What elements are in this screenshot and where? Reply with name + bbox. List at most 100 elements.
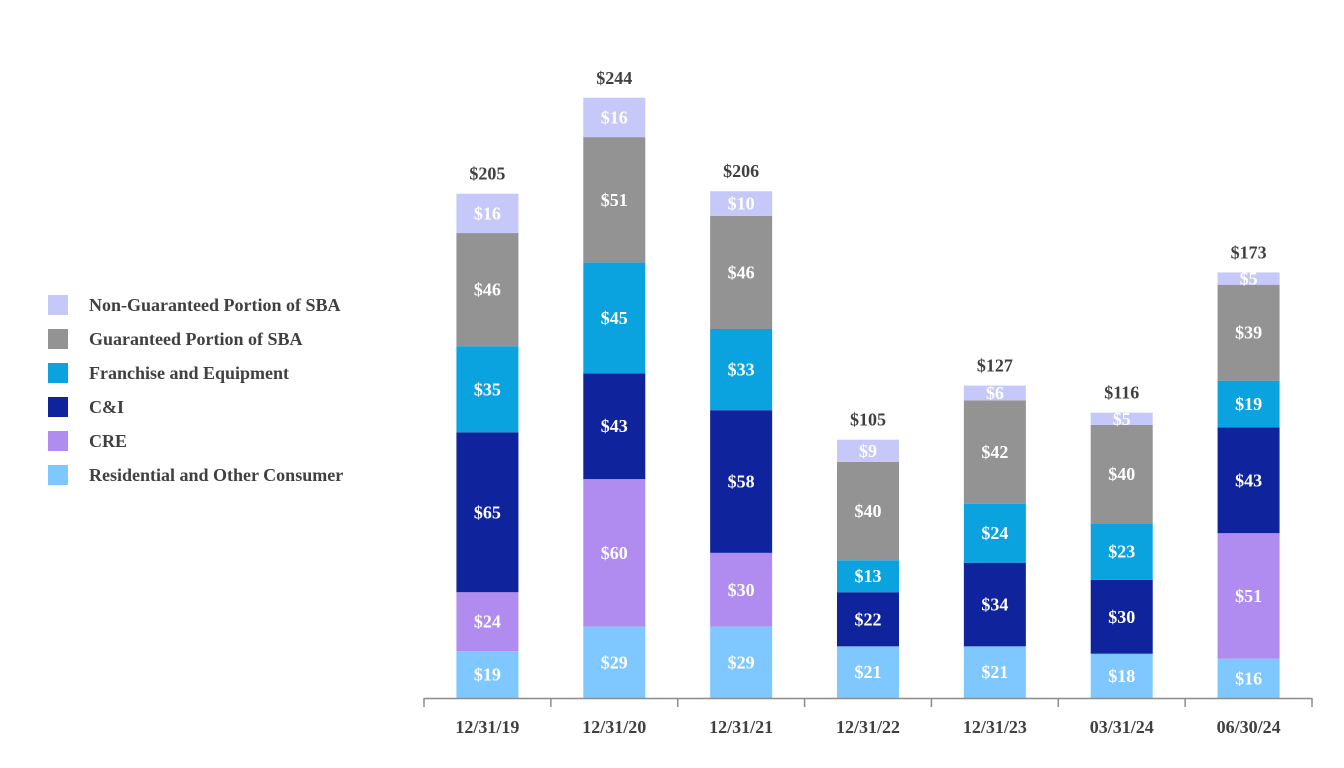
bar-segment-franchise-and-equipment — [456, 346, 519, 433]
bar-segment-guaranteed-portion-of-sba — [1217, 284, 1280, 381]
x-tick-label: 12/31/22 — [836, 717, 900, 737]
data-label: $19 — [474, 665, 501, 685]
bar-segment-candi — [1217, 427, 1280, 534]
data-label: $35 — [474, 379, 501, 399]
x-tick-label: 03/31/24 — [1090, 717, 1154, 737]
data-label: $16 — [474, 203, 501, 223]
legend-swatch — [48, 329, 68, 349]
legend-label: C&I — [89, 396, 124, 417]
data-label: $18 — [1108, 666, 1135, 686]
data-label: $22 — [855, 609, 882, 629]
legend-item-non-guaranteed-portion-of-sba: Non-Guaranteed Portion of SBA — [48, 288, 343, 322]
data-label: $10 — [728, 194, 755, 214]
legend-swatch — [48, 397, 68, 417]
bar-06-30-24: $16 $51 $43 $19 $39 $5 $173 — [1217, 242, 1280, 698]
legend-label: Guaranteed Portion of SBA — [89, 328, 303, 349]
bar-segment-residential-and-other-consumer — [837, 646, 899, 698]
data-label: $46 — [728, 262, 755, 282]
x-tick-label: 12/31/21 — [709, 717, 773, 737]
data-label: $5 — [1240, 269, 1258, 289]
bar-segment-candi — [583, 373, 646, 480]
data-label: $13 — [855, 566, 882, 586]
total-label: $205 — [469, 164, 505, 184]
bars-group: $19$24$65$35$46$16$205$29$60$43$45$51$16… — [456, 68, 1280, 698]
data-label: $40 — [855, 501, 882, 521]
bar-segment-non-guaranteed-portion-of-sba — [710, 191, 773, 216]
bar-segment-franchise-and-equipment — [837, 560, 899, 593]
data-label: $34 — [981, 595, 1008, 615]
bar-segment-guaranteed-portion-of-sba — [1090, 424, 1153, 524]
data-label: $9 — [859, 441, 877, 461]
data-label: $40 — [1108, 464, 1135, 484]
data-label: $51 — [1235, 586, 1262, 606]
data-label: $65 — [474, 502, 501, 522]
legend-swatch — [48, 431, 68, 451]
bar-segment-non-guaranteed-portion-of-sba — [963, 385, 1026, 401]
bar-segment-cre — [1217, 533, 1280, 659]
data-label: $21 — [855, 662, 882, 682]
data-label: $30 — [728, 580, 755, 600]
data-label: $39 — [1235, 323, 1262, 343]
bar-segment-residential-and-other-consumer — [710, 626, 773, 698]
bar-segment-candi — [710, 410, 773, 553]
bar-segment-guaranteed-portion-of-sba — [963, 400, 1026, 504]
bar-12-31-21: $29 $30 $58 $33 $46 $10 $206 — [710, 161, 773, 698]
legend-item-candi: C&I — [48, 390, 343, 424]
bar-12-31-20: $29 $60 $43 $45 $51 $16 $244 — [583, 68, 646, 698]
bar-segment-candi — [963, 562, 1026, 647]
bar-12-31-19: $19 $24 $65 $35 $46 $16 $205 — [456, 164, 519, 698]
data-label: $21 — [981, 662, 1008, 682]
data-label: $5 — [1113, 409, 1131, 429]
legend-label: Residential and Other Consumer — [89, 464, 344, 485]
bar-segment-franchise-and-equipment — [963, 503, 1026, 563]
bar-segment-franchise-and-equipment — [583, 262, 646, 374]
data-label: $16 — [1235, 668, 1262, 688]
total-label: $127 — [977, 356, 1013, 376]
bar-segment-residential-and-other-consumer — [1217, 658, 1280, 698]
data-label: $58 — [728, 472, 755, 492]
bar-segment-non-guaranteed-portion-of-sba — [837, 439, 899, 462]
bar-12-31-23: $21 $34 $24 $42 $6 $127 — [963, 356, 1026, 698]
bar-segment-guaranteed-portion-of-sba — [710, 215, 773, 329]
bar-segment-cre — [710, 552, 773, 627]
total-label: $116 — [1104, 383, 1139, 403]
data-label: $42 — [981, 442, 1008, 462]
bar-segment-residential-and-other-consumer — [963, 646, 1026, 698]
data-label: $24 — [981, 523, 1008, 543]
x-tick-label: 12/31/23 — [963, 717, 1027, 737]
chart-legend: Non-Guaranteed Portion of SBA Guaranteed … — [48, 288, 343, 492]
bar-segment-candi — [837, 592, 899, 647]
data-label: $43 — [1235, 470, 1262, 490]
data-label: $30 — [1108, 607, 1135, 627]
bar-segment-non-guaranteed-portion-of-sba — [1090, 412, 1153, 425]
bar-segment-franchise-and-equipment — [710, 329, 773, 411]
bar-segment-guaranteed-portion-of-sba — [456, 233, 519, 347]
legend-label: Non-Guaranteed Portion of SBA — [89, 294, 341, 315]
data-label: $60 — [601, 543, 628, 563]
bar-segment-residential-and-other-consumer — [456, 651, 519, 698]
bar-segment-franchise-and-equipment — [1217, 380, 1280, 428]
data-label: $6 — [986, 383, 1004, 403]
data-label: $33 — [728, 360, 755, 380]
bar-segment-candi — [1090, 579, 1153, 654]
data-label: $46 — [474, 280, 501, 300]
data-label: $19 — [1235, 394, 1262, 414]
legend-swatch — [48, 465, 68, 485]
legend-item-franchise-and-equipment: Franchise and Equipment — [48, 356, 343, 390]
bar-12-31-22: $21 $22 $13 $40 $9 $105 — [837, 410, 899, 698]
total-label: $105 — [850, 410, 886, 430]
legend-label: Franchise and Equipment — [89, 362, 290, 383]
bar-segment-cre — [583, 479, 646, 627]
data-label: $45 — [601, 308, 628, 328]
bar-segment-guaranteed-portion-of-sba — [837, 461, 899, 561]
bar-segment-franchise-and-equipment — [1090, 523, 1153, 580]
bar-03-31-24: $18 $30 $23 $40 $5 $116 — [1090, 383, 1153, 698]
legend-swatch — [48, 295, 68, 315]
data-label: $29 — [601, 652, 628, 672]
data-label: $29 — [728, 652, 755, 672]
x-tick-label: 12/31/20 — [582, 717, 646, 737]
data-label: $51 — [601, 190, 628, 210]
total-label: $173 — [1231, 242, 1267, 262]
data-label: $23 — [1108, 542, 1135, 562]
